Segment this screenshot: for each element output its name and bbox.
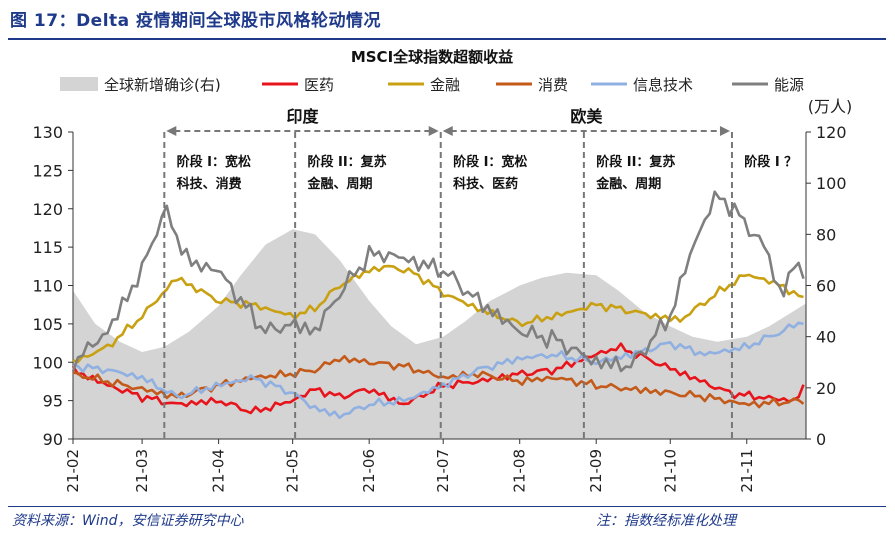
title-rule <box>8 38 886 40</box>
y-left-tick-label: 90 <box>43 430 63 449</box>
y-left-tick-label: 110 <box>32 277 63 296</box>
legend-label: 医药 <box>304 76 334 94</box>
stage-label: 金融、周期 <box>306 176 372 192</box>
legend-item: 消费 <box>496 76 568 94</box>
x-tick-label: 21-04 <box>210 449 228 493</box>
region-label: 印度 <box>287 107 320 126</box>
region-arrow-head-left <box>166 126 177 136</box>
region-arrow-head-right <box>719 126 730 136</box>
figure-title: 图 17：Delta 疫情期间全球股市风格轮动情况 <box>10 11 382 31</box>
legend-label: 信息技术 <box>633 76 693 94</box>
stage-label: 阶段 II：复苏 <box>307 154 386 170</box>
y-left-tick-label: 115 <box>32 238 63 257</box>
legend-item: 信息技术 <box>591 76 693 94</box>
y-left-tick-label: 120 <box>32 200 63 219</box>
region-arrow: 印度 <box>166 107 439 136</box>
y-right-tick-label: 0 <box>816 430 826 449</box>
series-line <box>71 190 805 373</box>
y-left-tick-label: 125 <box>32 161 63 180</box>
y-right-tick-label: 40 <box>816 328 836 347</box>
series-line <box>72 354 805 409</box>
chart: MSCI全球指数超额收益 全球新增确诊(右) 医药 金融 消费 信息技术 能源 90 95 1… <box>32 48 853 493</box>
x-tick-label: 21-10 <box>661 449 679 493</box>
x-tick-label: 21-02 <box>64 449 82 493</box>
region-arrow: 欧美 <box>442 107 730 136</box>
y-left-tick-label: 130 <box>32 123 63 142</box>
chart-title: MSCI全球指数超额收益 <box>351 48 513 66</box>
stage-label: 阶段 I：宽松 <box>453 154 527 170</box>
y-right-tick-label: 20 <box>816 379 836 398</box>
legend-label: 能源 <box>774 76 804 94</box>
stage-label: 阶段 I ？ <box>744 154 797 170</box>
x-tick-label: 21-03 <box>133 449 151 493</box>
stage-label: 科技、消费 <box>177 176 242 192</box>
y-right-tick-label: 60 <box>816 277 836 296</box>
series-line <box>71 342 805 415</box>
legend-label: 金融 <box>430 76 460 94</box>
y-left-tick-label: 100 <box>32 353 63 372</box>
y-left-tick-label: 95 <box>43 392 63 411</box>
legend-label: 全球新增确诊(右) <box>104 76 221 94</box>
source-note: 资料来源：Wind，安信证券研究中心 <box>12 513 244 529</box>
legend-item: 医药 <box>262 76 334 94</box>
stage-label: 阶段 II：复苏 <box>596 154 675 170</box>
x-tick-label: 21-08 <box>511 449 529 493</box>
area-new-cases <box>73 229 806 439</box>
legend-item: 全球新增确诊(右) <box>60 76 221 94</box>
region-arrow-head-left <box>442 126 453 136</box>
region-label: 欧美 <box>570 107 603 126</box>
legend-item: 金融 <box>388 76 460 94</box>
stage-label: 阶段 I：宽松 <box>177 154 251 170</box>
x-tick-label: 21-06 <box>360 449 378 493</box>
stage-label: 科技、医药 <box>453 176 518 192</box>
legend-item: 能源 <box>732 76 804 94</box>
footnote: 注：指数经标准化处理 <box>596 513 736 529</box>
x-tick-label: 21-11 <box>738 449 756 493</box>
x-tick-label: 21-07 <box>434 449 452 493</box>
x-tick-label: 21-09 <box>587 449 605 493</box>
y-right-tick-label: 100 <box>816 174 847 193</box>
legend-label: 消费 <box>538 76 568 94</box>
series-line <box>72 321 804 420</box>
y-right-tick-label: 80 <box>816 225 836 244</box>
region-arrow-head-right <box>428 126 439 136</box>
legend-swatch <box>60 77 98 91</box>
y-right-tick-label: 120 <box>816 123 847 142</box>
series-line <box>72 264 804 364</box>
y-right-unit: (万人) <box>808 97 853 116</box>
stage-label: 金融、周期 <box>595 176 661 192</box>
y-left-tick-label: 105 <box>32 315 63 334</box>
footer-rule <box>8 506 886 507</box>
x-tick-label: 21-05 <box>284 449 302 493</box>
